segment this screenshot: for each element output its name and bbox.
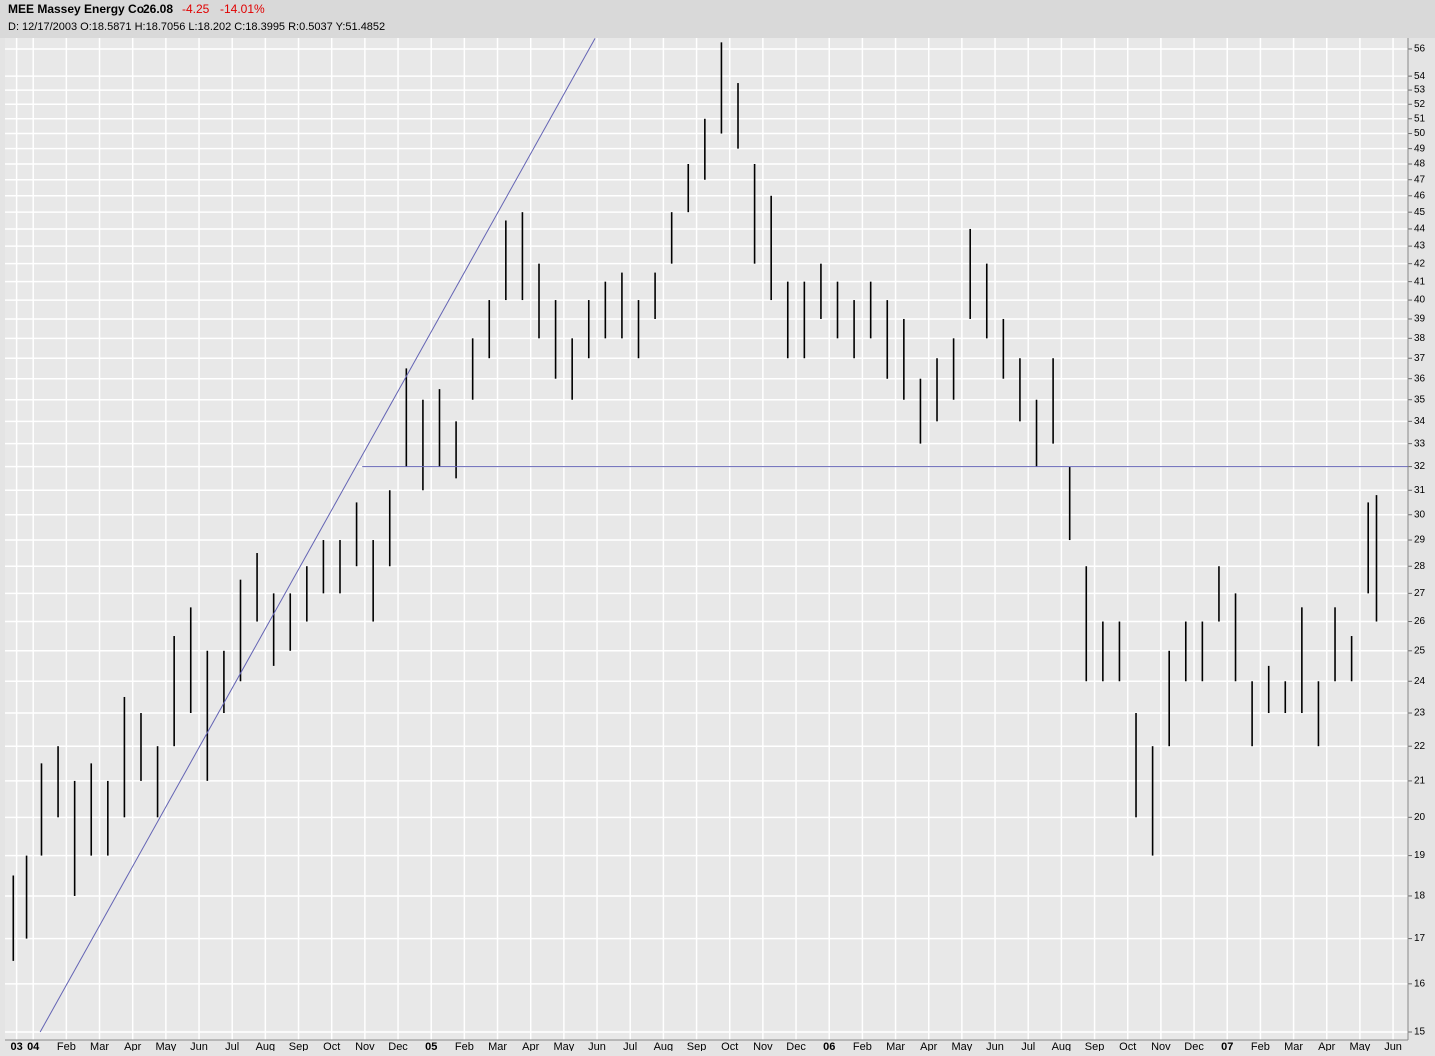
y-tick-label: 28	[1414, 561, 1426, 572]
y-tick-label: 54	[1414, 71, 1426, 82]
x-tick-label: Aug	[256, 1041, 276, 1051]
x-tick-label: Jun	[1384, 1041, 1402, 1051]
x-tick-label: Oct	[1119, 1041, 1136, 1051]
change-pct: -14.01%	[220, 2, 265, 16]
y-tick-label: 43	[1414, 241, 1426, 252]
last-price: 26.08	[143, 2, 173, 16]
x-tick-label: 04	[27, 1041, 40, 1051]
y-tick-label: 22	[1414, 741, 1426, 752]
header-bg	[0, 0, 1435, 38]
x-tick-label: Oct	[721, 1041, 738, 1051]
x-tick-label: Feb	[57, 1041, 76, 1051]
y-tick-label: 50	[1414, 128, 1426, 139]
y-tick-label: 33	[1414, 438, 1426, 449]
y-tick-label: 36	[1414, 373, 1426, 384]
x-tick-label: Jul	[1021, 1041, 1035, 1051]
x-tick-label: Nov	[1151, 1041, 1171, 1051]
x-tick-label: May	[952, 1041, 973, 1051]
x-tick-label: 07	[1221, 1041, 1233, 1051]
y-tick-label: 42	[1414, 258, 1426, 269]
trendline	[39, 38, 596, 1033]
x-tick-label: Apr	[124, 1041, 141, 1051]
change: -4.25	[182, 2, 210, 16]
y-tick-label: 46	[1414, 190, 1426, 201]
y-tick-label: 52	[1414, 99, 1426, 110]
y-tick-label: 16	[1414, 978, 1426, 989]
y-tick-label: 35	[1414, 394, 1426, 405]
x-tick-label: Dec	[1184, 1041, 1204, 1051]
x-tick-label: Sep	[687, 1041, 707, 1051]
x-tick-label: Jul	[623, 1041, 637, 1051]
y-tick-label: 41	[1414, 276, 1426, 287]
x-tick-label: Nov	[753, 1041, 773, 1051]
y-tick-label: 30	[1414, 509, 1426, 520]
x-tick-label: May	[1350, 1041, 1371, 1051]
x-tick-label: Jun	[986, 1041, 1004, 1051]
x-tick-label: Mar	[1284, 1041, 1303, 1051]
y-tick-label: 21	[1414, 776, 1426, 787]
y-tick-label: 39	[1414, 314, 1426, 325]
y-tick-label: 31	[1414, 485, 1426, 496]
x-tick-label: 05	[425, 1041, 437, 1051]
x-tick-label: Feb	[853, 1041, 872, 1051]
x-tick-label: Apr	[920, 1041, 937, 1051]
x-tick-label: Dec	[388, 1041, 408, 1051]
plot-bg	[5, 38, 1408, 1040]
y-tick-label: 48	[1414, 159, 1426, 170]
y-tick-label: 26	[1414, 616, 1426, 627]
x-tick-label: Mar	[90, 1041, 109, 1051]
y-tick-label: 15	[1414, 1027, 1426, 1038]
x-tick-label: May	[155, 1041, 176, 1051]
y-tick-label: 34	[1414, 416, 1426, 427]
x-tick-label: May	[553, 1041, 574, 1051]
x-tick-label: Jun	[588, 1041, 606, 1051]
x-tick-label: Mar	[886, 1041, 905, 1051]
symbol: MEE Massey Energy Co	[8, 2, 144, 16]
x-tick-label: Sep	[1085, 1041, 1105, 1051]
x-tick-label: Aug	[654, 1041, 674, 1051]
x-tick-label: Dec	[786, 1041, 806, 1051]
x-tick-label: 03	[10, 1041, 22, 1051]
x-tick-label: Oct	[323, 1041, 340, 1051]
x-tick-label: Jul	[225, 1041, 239, 1051]
x-tick-label: Aug	[1052, 1041, 1072, 1051]
y-tick-label: 51	[1414, 113, 1426, 124]
y-tick-label: 32	[1414, 461, 1426, 472]
x-tick-label: Feb	[455, 1041, 474, 1051]
y-tick-label: 47	[1414, 174, 1426, 185]
x-tick-label: Jun	[190, 1041, 208, 1051]
y-tick-label: 19	[1414, 850, 1426, 861]
y-tick-label: 56	[1414, 44, 1426, 55]
x-tick-label: 06	[823, 1041, 835, 1051]
y-tick-label: 44	[1414, 224, 1426, 235]
y-tick-label: 27	[1414, 588, 1426, 599]
y-tick-label: 40	[1414, 295, 1426, 306]
bar-info: D: 12/17/2003 O:18.5871 H:18.7056 L:18.2…	[8, 21, 385, 33]
y-tick-label: 38	[1414, 333, 1426, 344]
y-tick-label: 23	[1414, 708, 1426, 719]
y-tick-label: 24	[1414, 676, 1426, 687]
x-tick-label: Apr	[522, 1041, 539, 1051]
y-tick-label: 37	[1414, 353, 1426, 364]
y-tick-label: 53	[1414, 85, 1426, 96]
y-tick-label: 20	[1414, 812, 1426, 823]
x-tick-label: Mar	[488, 1041, 507, 1051]
y-tick-label: 25	[1414, 645, 1426, 656]
y-tick-label: 45	[1414, 207, 1426, 218]
y-tick-label: 49	[1414, 143, 1426, 154]
x-tick-label: Apr	[1318, 1041, 1335, 1051]
y-tick-label: 17	[1414, 933, 1426, 944]
x-tick-label: Sep	[289, 1041, 309, 1051]
x-tick-label: Nov	[355, 1041, 375, 1051]
x-tick-label: Feb	[1251, 1041, 1270, 1051]
y-tick-label: 29	[1414, 535, 1426, 546]
y-tick-label: 18	[1414, 891, 1426, 902]
